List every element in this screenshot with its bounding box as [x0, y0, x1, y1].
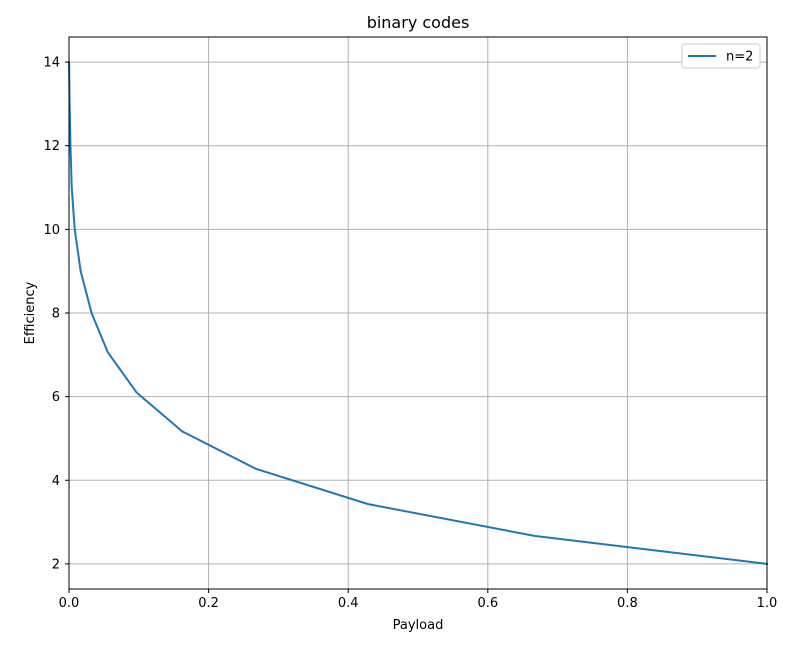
legend-box — [681, 43, 761, 69]
x-axis-label: Payload — [393, 618, 444, 633]
y-tick-label: 10 — [43, 223, 60, 238]
y-tick-label: 4 — [52, 474, 60, 489]
chart-title: binary codes — [367, 13, 470, 32]
x-axis-ticks: 0.0 0.2 0.4 0.6 0.8 1.0 — [59, 589, 778, 611]
y-tick-label: 6 — [52, 390, 60, 405]
x-tick-label: 1.0 — [757, 596, 778, 611]
y-tick-label: 12 — [43, 139, 60, 154]
y-tick-label: 8 — [52, 307, 60, 322]
x-tick-label: 0.2 — [198, 596, 219, 611]
legend: n=2 — [681, 43, 761, 69]
x-tick-label: 0.8 — [617, 596, 638, 611]
y-axis-ticks: 2 4 6 8 10 12 14 — [43, 56, 69, 572]
legend-label-n2: n=2 — [726, 50, 753, 65]
y-tick-label: 2 — [52, 557, 60, 572]
x-tick-label: 0.6 — [477, 596, 498, 611]
x-tick-label: 0.0 — [59, 596, 80, 611]
y-axis-label: Efficiency — [23, 281, 38, 344]
series-line-n2 — [68, 61, 769, 566]
y-tick-label: 14 — [43, 56, 60, 71]
series-layer — [68, 61, 769, 566]
x-tick-label: 0.4 — [338, 596, 359, 611]
